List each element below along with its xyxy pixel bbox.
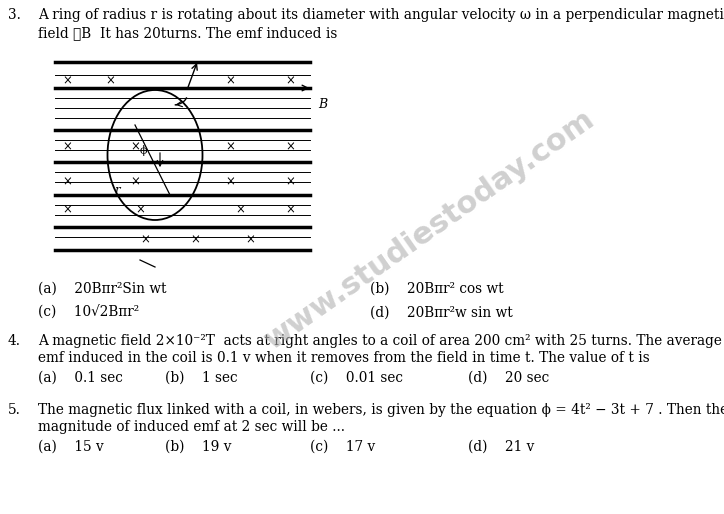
Text: ×: ×: [62, 204, 72, 216]
Text: ×: ×: [285, 140, 295, 154]
Text: (b)    20Bπr² cos wt: (b) 20Bπr² cos wt: [370, 282, 504, 296]
Text: The magnetic flux linked with a coil, in webers, is given by the equation ϕ = 4t: The magnetic flux linked with a coil, in…: [38, 403, 724, 417]
Text: (b)    1 sec: (b) 1 sec: [165, 371, 237, 385]
Text: (a)    15 v: (a) 15 v: [38, 440, 104, 454]
Text: ×: ×: [190, 233, 200, 247]
Text: 4.: 4.: [8, 334, 21, 348]
Text: ×: ×: [285, 175, 295, 189]
Text: ×: ×: [130, 140, 140, 154]
Text: A ring of radius r is rotating about its diameter with angular velocity ω in a p: A ring of radius r is rotating about its…: [38, 8, 724, 22]
Text: (a)    0.1 sec: (a) 0.1 sec: [38, 371, 123, 385]
Text: (d)    20Bπr²w sin wt: (d) 20Bπr²w sin wt: [370, 306, 513, 320]
Text: 5.: 5.: [8, 403, 21, 417]
Text: 3.: 3.: [8, 8, 21, 22]
Text: ×: ×: [235, 204, 245, 216]
Text: B: B: [318, 98, 327, 111]
Text: ×: ×: [285, 75, 295, 87]
Text: ×: ×: [135, 204, 145, 216]
Text: (c)    0.01 sec: (c) 0.01 sec: [310, 371, 403, 385]
Text: (a)    20Bπr²Sin wt: (a) 20Bπr²Sin wt: [38, 282, 167, 296]
Text: ×: ×: [225, 140, 235, 154]
Text: ×: ×: [140, 233, 150, 247]
Text: ×: ×: [245, 233, 255, 247]
Text: field ⃗B  It has 20turns. The emf induced is: field ⃗B It has 20turns. The emf induced…: [38, 26, 337, 40]
Text: (d)    20 sec: (d) 20 sec: [468, 371, 550, 385]
Text: magnitude of induced emf at 2 sec will be ...: magnitude of induced emf at 2 sec will b…: [38, 420, 345, 434]
Text: ×: ×: [62, 75, 72, 87]
Text: ×: ×: [62, 140, 72, 154]
Text: ×: ×: [130, 175, 140, 189]
Text: (b)    19 v: (b) 19 v: [165, 440, 232, 454]
Text: ×: ×: [225, 75, 235, 87]
Text: ×: ×: [285, 204, 295, 216]
Text: emf induced in the coil is 0.1 v when it removes from the field in time t. The v: emf induced in the coil is 0.1 v when it…: [38, 351, 649, 365]
Text: (c)    10√2Bπr²: (c) 10√2Bπr²: [38, 306, 139, 320]
Text: www.studiestoday.com: www.studiestoday.com: [259, 104, 600, 355]
Text: ϕ: ϕ: [139, 144, 147, 156]
Text: A magnetic field 2×10⁻²T  acts at right angles to a coil of area 200 cm² with 25: A magnetic field 2×10⁻²T acts at right a…: [38, 334, 722, 348]
Text: (d)    21 v: (d) 21 v: [468, 440, 534, 454]
Text: (c)    17 v: (c) 17 v: [310, 440, 375, 454]
Text: r: r: [114, 183, 119, 196]
Text: ×: ×: [62, 175, 72, 189]
Text: ×: ×: [225, 175, 235, 189]
Text: ×: ×: [105, 75, 115, 87]
